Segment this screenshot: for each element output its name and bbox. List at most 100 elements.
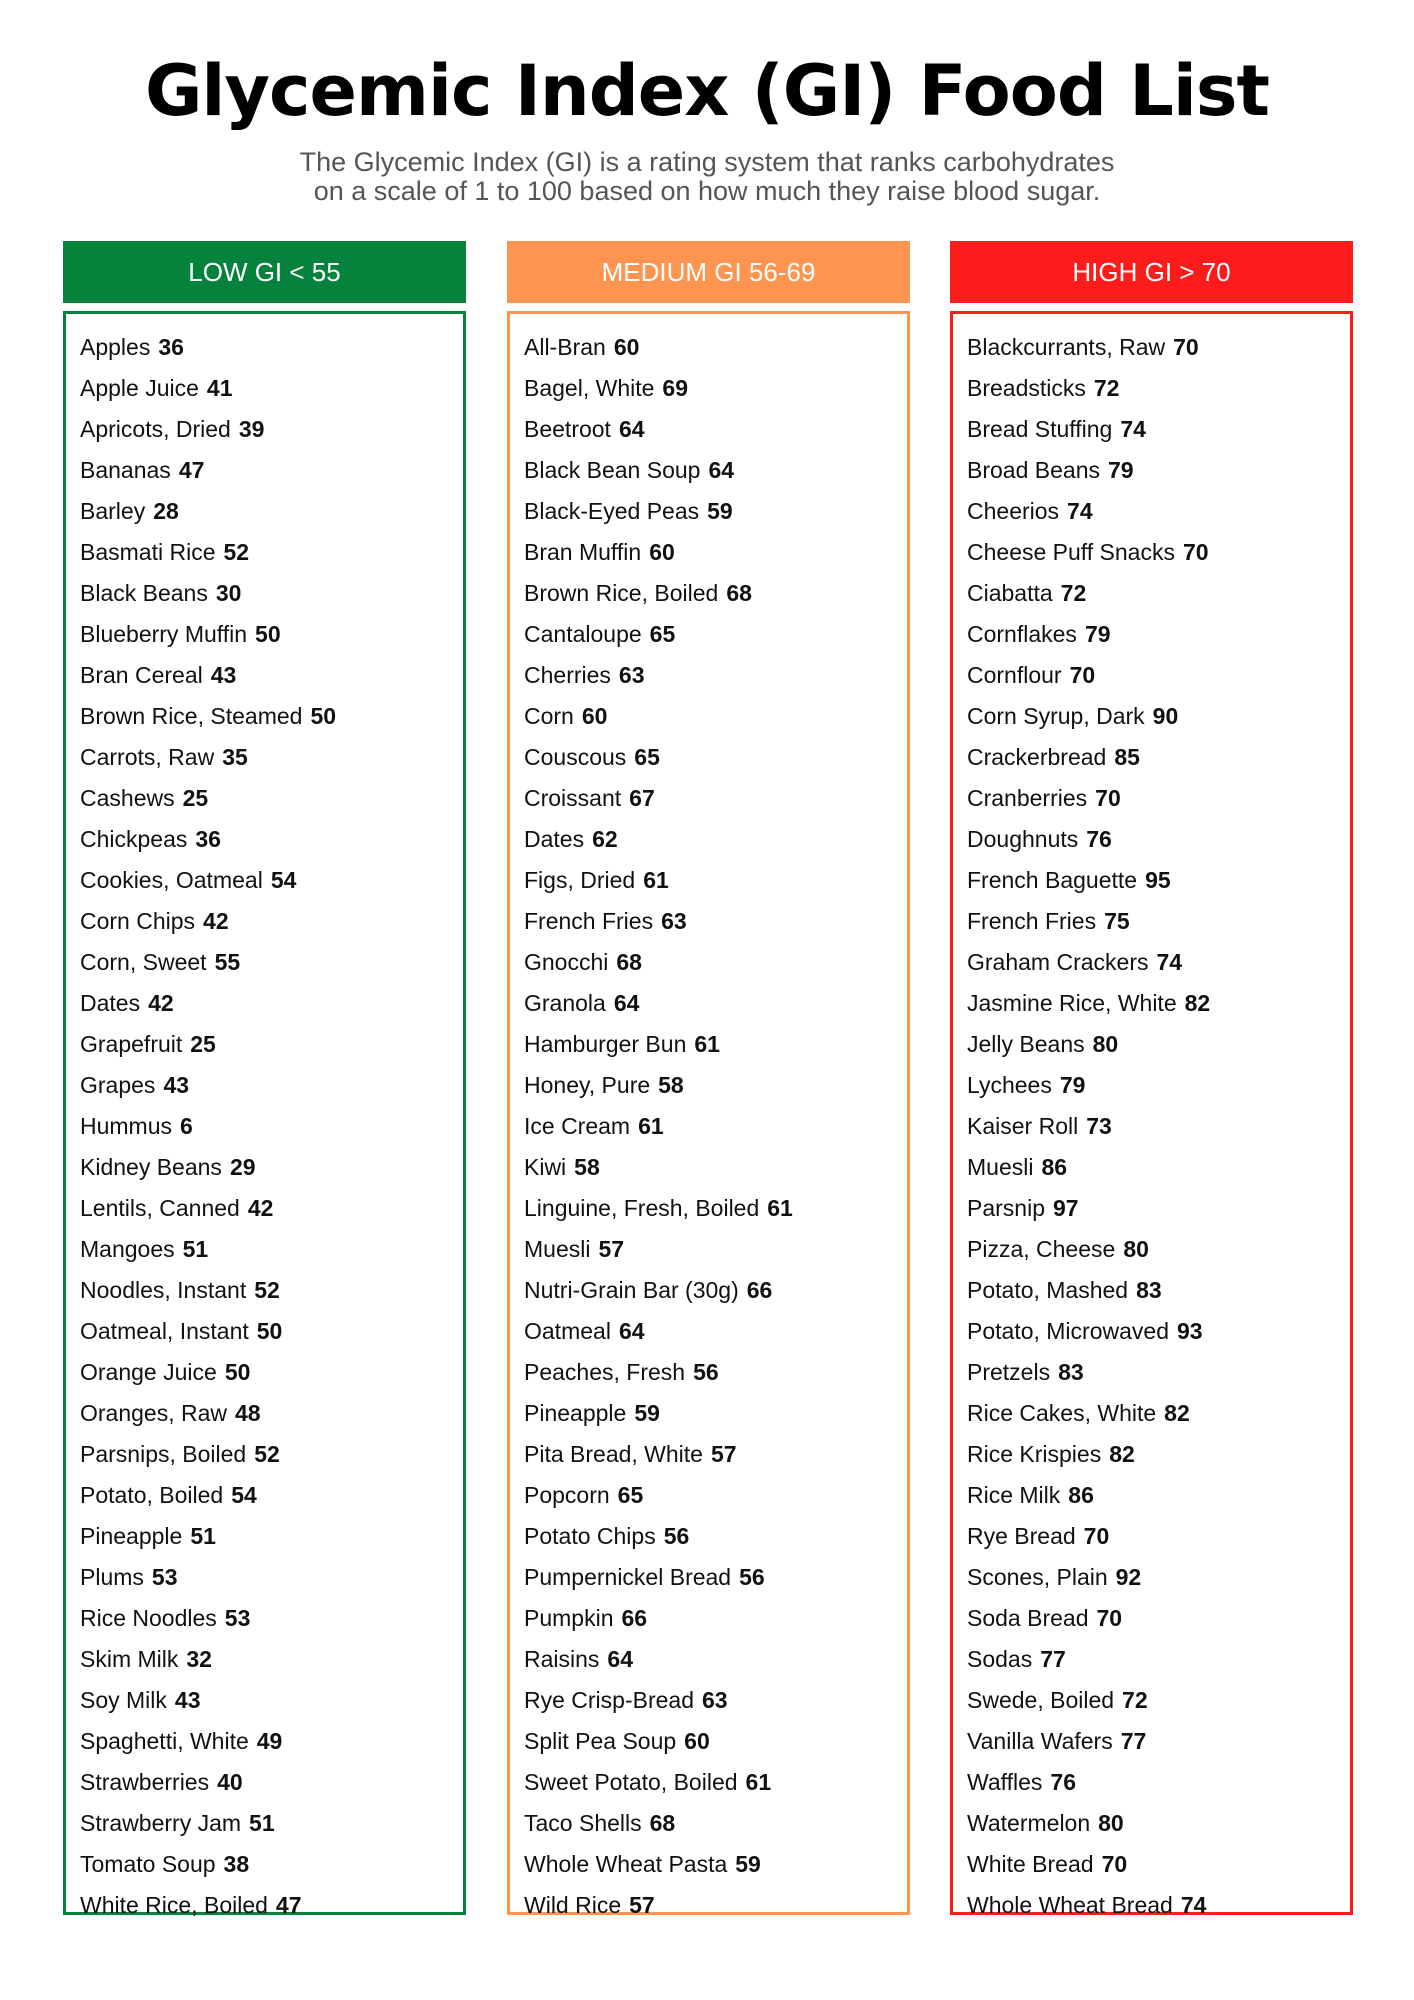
food-item: Ice Cream 61 xyxy=(524,1106,907,1147)
food-item: Ciabatta 72 xyxy=(967,573,1350,614)
food-item: Honey, Pure 58 xyxy=(524,1065,907,1106)
food-name: Nutri-Grain Bar (30g) xyxy=(524,1277,739,1303)
food-name: Corn, Sweet xyxy=(80,949,207,975)
gi-value: 56 xyxy=(693,1359,719,1385)
high-gi-column: HIGH GI > 70 Blackcurrants, Raw 70 Breadst… xyxy=(950,241,1353,1918)
food-name: French Fries xyxy=(524,908,654,934)
food-name: Apples xyxy=(80,334,151,360)
food-item: Rice Cakes, White 82 xyxy=(967,1393,1350,1434)
food-name: Potato, Mashed xyxy=(967,1277,1129,1303)
food-item: Soy Milk 43 xyxy=(80,1680,463,1721)
gi-value: 63 xyxy=(661,908,687,934)
food-name: Rice Cakes, White xyxy=(967,1400,1157,1426)
food-name: Ice Cream xyxy=(524,1113,631,1139)
gi-value: 38 xyxy=(223,1851,250,1877)
food-item: Oatmeal, Instant 50 xyxy=(80,1311,463,1352)
food-name: Black Bean Soup xyxy=(524,457,701,483)
food-item: Hummus 6 xyxy=(80,1106,463,1147)
food-item: Granola 64 xyxy=(524,983,907,1024)
gi-value: 80 xyxy=(1123,1236,1149,1262)
gi-value: 72 xyxy=(1122,1687,1148,1713)
gi-value: 48 xyxy=(235,1400,261,1426)
food-item: Cantaloupe 65 xyxy=(524,614,907,655)
food-name: Grapes xyxy=(80,1072,156,1098)
food-item: Rice Milk 86 xyxy=(967,1475,1350,1516)
gi-value: 60 xyxy=(581,703,608,729)
medium-gi-list: All-Bran 60 Bagel, White 69 Beetroot 64 Black … xyxy=(507,311,910,1918)
food-item: Rice Noodles 53 xyxy=(80,1598,463,1639)
food-name: French Fries xyxy=(967,908,1097,934)
food-item: Mangoes 51 xyxy=(80,1229,463,1270)
gi-value: 42 xyxy=(148,990,174,1016)
food-item: Bread Stuffing 74 xyxy=(967,409,1350,450)
food-name: Vanilla Wafers xyxy=(967,1728,1113,1754)
food-name: Pineapple xyxy=(524,1400,627,1426)
gi-value: 76 xyxy=(1050,1769,1077,1795)
gi-value: 52 xyxy=(254,1441,280,1467)
food-name: Parsnips, Boiled xyxy=(80,1441,247,1467)
food-name: Soda Bread xyxy=(967,1605,1089,1631)
food-item: Spaghetti, White 49 xyxy=(80,1721,463,1762)
food-name: Pita Bread, White xyxy=(524,1441,703,1467)
food-item: Pumpernickel Bread 56 xyxy=(524,1557,907,1598)
gi-value: 43 xyxy=(210,662,237,688)
food-item: Grapes 43 xyxy=(80,1065,463,1106)
gi-value: 55 xyxy=(214,949,241,975)
food-name: Bread Stuffing xyxy=(967,416,1113,442)
food-item: Tomato Soup 38 xyxy=(80,1844,463,1885)
food-name: White Bread xyxy=(967,1851,1094,1877)
food-item: Jelly Beans 80 xyxy=(967,1024,1350,1065)
food-name: Ciabatta xyxy=(967,580,1053,606)
food-name: Strawberry Jam xyxy=(80,1810,242,1836)
low-gi-column: LOW GI < 55 Apples 36 Apple Juice 41 Apricot… xyxy=(63,241,466,1918)
food-name: Cantaloupe xyxy=(524,621,642,647)
food-item: Orange Juice 50 xyxy=(80,1352,463,1393)
food-item: Wild Rice 57 xyxy=(524,1885,907,1926)
food-item: Black Beans 30 xyxy=(80,573,463,614)
medium-gi-header: MEDIUM GI 56-69 xyxy=(507,241,910,303)
food-name: Corn xyxy=(524,703,574,729)
food-name: Wild Rice xyxy=(524,1892,622,1918)
food-name: Parsnip xyxy=(967,1195,1045,1221)
gi-value: 65 xyxy=(617,1482,644,1508)
food-name: Sweet Potato, Boiled xyxy=(524,1769,738,1795)
food-name: Rice Noodles xyxy=(80,1605,217,1631)
food-name: Apple Juice xyxy=(80,375,199,401)
food-name: Beetroot xyxy=(524,416,611,442)
food-name: Cornflakes xyxy=(967,621,1077,647)
food-item: Whole Wheat Bread 74 xyxy=(967,1885,1350,1926)
gi-value: 30 xyxy=(215,580,242,606)
gi-value: 80 xyxy=(1098,1810,1124,1836)
food-name: Cashews xyxy=(80,785,175,811)
food-item: Cashews 25 xyxy=(80,778,463,819)
food-name: Figs, Dried xyxy=(524,867,636,893)
gi-value: 63 xyxy=(702,1687,728,1713)
gi-value: 52 xyxy=(254,1277,280,1303)
food-name: Whole Wheat Pasta xyxy=(524,1851,728,1877)
food-item: White Rice, Boiled 47 xyxy=(80,1885,463,1926)
food-name: Cornflour xyxy=(967,662,1062,688)
food-name: Spaghetti, White xyxy=(80,1728,249,1754)
gi-value: 64 xyxy=(618,1318,645,1344)
gi-value: 29 xyxy=(229,1154,256,1180)
food-item: Gnocchi 68 xyxy=(524,942,907,983)
gi-value: 59 xyxy=(707,498,733,524)
food-name: Hummus xyxy=(80,1113,173,1139)
food-name: Corn Chips xyxy=(80,908,196,934)
gi-value: 42 xyxy=(247,1195,274,1221)
food-name: Crackerbread xyxy=(967,744,1107,770)
gi-value: 70 xyxy=(1095,785,1121,811)
food-name: Cookies, Oatmeal xyxy=(80,867,263,893)
food-item: Cheerios 74 xyxy=(967,491,1350,532)
food-name: Doughnuts xyxy=(967,826,1079,852)
food-item: Bagel, White 69 xyxy=(524,368,907,409)
food-item: Brown Rice, Boiled 68 xyxy=(524,573,907,614)
food-name: Jasmine Rice, White xyxy=(967,990,1177,1016)
gi-value: 70 xyxy=(1069,662,1096,688)
gi-value: 57 xyxy=(710,1441,737,1467)
food-name: Chickpeas xyxy=(80,826,188,852)
food-item: Corn Chips 42 xyxy=(80,901,463,942)
gi-value: 64 xyxy=(607,1646,634,1672)
gi-value: 66 xyxy=(746,1277,773,1303)
food-item: Rye Crisp-Bread 63 xyxy=(524,1680,907,1721)
